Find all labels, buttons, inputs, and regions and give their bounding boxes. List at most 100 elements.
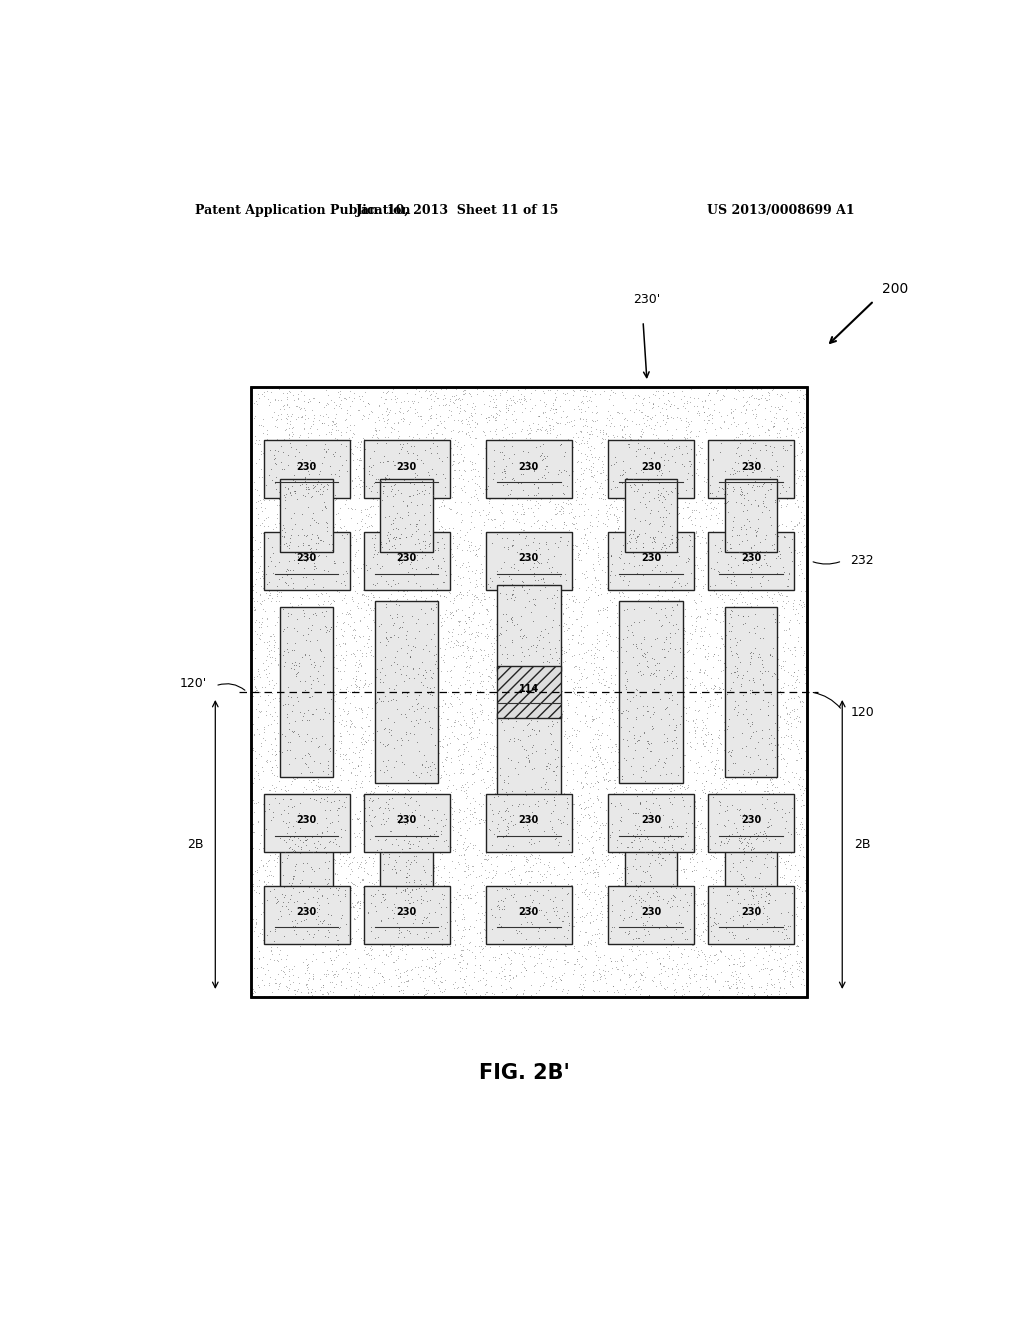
Point [388,986,404,1007]
Point [746,508,763,529]
Point [590,789,606,810]
Point [791,672,807,693]
Point [370,675,386,696]
Point [742,725,759,746]
Point [419,772,435,793]
Point [494,441,510,462]
Point [710,441,726,462]
Point [648,412,665,433]
Point [639,602,655,623]
Point [659,404,676,425]
Point [331,882,347,903]
Point [429,672,445,693]
Point [295,884,311,906]
Point [611,657,628,678]
Point [754,750,770,771]
Point [306,467,323,488]
Point [622,399,638,420]
Point [698,858,715,879]
Point [598,574,614,595]
Point [503,859,519,880]
Point [706,432,722,453]
Point [305,861,322,882]
Point [774,438,791,459]
Point [449,631,465,652]
Point [340,924,356,945]
Point [461,717,477,738]
Point [707,763,723,784]
Point [500,648,516,669]
Point [244,783,260,804]
Point [385,678,401,700]
Point [522,709,539,730]
Point [309,528,326,549]
Point [387,780,403,801]
Point [444,605,461,626]
Point [313,483,330,504]
Point [741,812,758,833]
Point [756,898,772,919]
Point [676,628,692,649]
Point [615,615,632,636]
Point [445,647,462,668]
Point [358,642,375,663]
Point [523,829,540,850]
Point [315,800,332,821]
Point [756,488,772,510]
Point [717,929,733,950]
Point [770,876,786,898]
Point [525,609,542,630]
Point [631,469,647,490]
Point [481,574,498,595]
Point [412,539,428,560]
Point [627,504,643,525]
Point [652,830,669,851]
Point [547,453,563,474]
Point [411,822,427,843]
Point [384,900,400,921]
Point [319,521,336,543]
Point [342,762,358,783]
Point [627,814,643,836]
Point [674,573,690,594]
Point [373,838,389,859]
Point [433,647,450,668]
Point [543,535,559,556]
Point [750,892,766,913]
Point [632,491,648,512]
Point [639,738,655,759]
Point [290,388,306,409]
Point [792,814,808,836]
Point [694,894,711,915]
Point [647,541,664,562]
Point [727,628,743,649]
Point [297,899,313,920]
Point [792,421,808,442]
Point [525,711,542,733]
Point [367,824,383,845]
Point [718,777,734,799]
Point [361,455,378,477]
Point [654,859,671,880]
Point [383,576,399,597]
Point [497,511,513,532]
Point [538,640,554,661]
Point [379,809,395,830]
Point [319,462,336,483]
Point [475,688,492,709]
Point [695,733,712,754]
Point [263,713,280,734]
Point [711,649,727,671]
Point [484,405,501,426]
Point [634,640,650,661]
Point [372,557,388,578]
Point [347,660,364,681]
Point [703,750,720,771]
Point [655,847,672,869]
Point [614,764,631,785]
Point [783,797,800,818]
Point [310,750,327,771]
Point [569,874,586,895]
Point [427,540,443,561]
Point [335,552,351,573]
